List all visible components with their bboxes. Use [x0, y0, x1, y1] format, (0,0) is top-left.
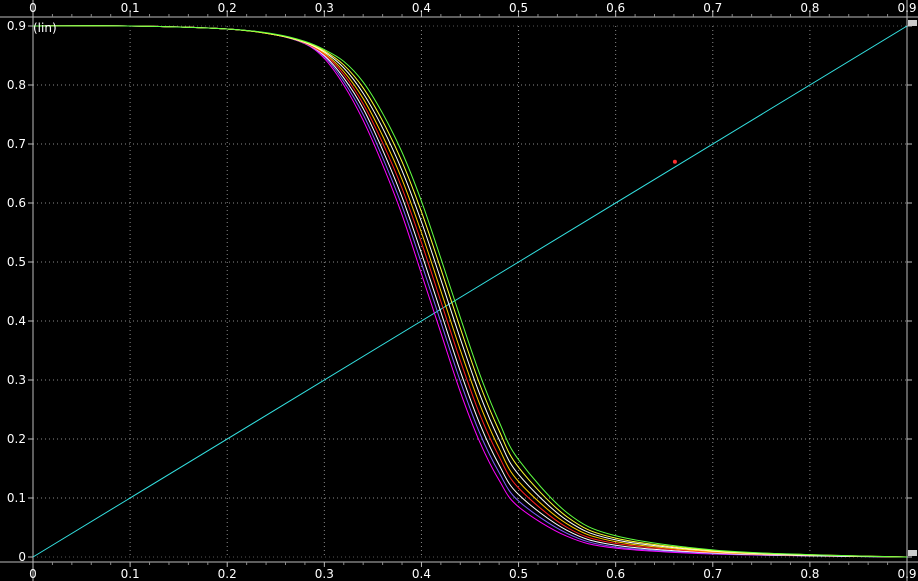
scroll-down-marker[interactable]	[908, 550, 917, 556]
x-tick-label-top: 0.7	[703, 1, 722, 15]
x-tick-label-top: 0.2	[218, 1, 237, 15]
x-tick-label-top: 0.6	[606, 1, 625, 15]
y-tick-label: 0.2	[7, 432, 26, 446]
y-axis-unit-label: (lin)	[33, 21, 57, 35]
x-tick-label-top: 0.5	[509, 1, 528, 15]
y-tick-label: 0.7	[7, 137, 26, 151]
x-tick-label-bottom: 0.4	[412, 567, 431, 581]
y-tick-label: 0.3	[7, 373, 26, 387]
x-tick-label-bottom: 0.8	[800, 567, 819, 581]
x-tick-label-bottom: 0.9	[897, 567, 916, 581]
series-line-8	[32, 25, 908, 558]
grid	[33, 26, 907, 557]
series-line-diagonal	[32, 25, 908, 558]
x-tick-label-bottom: 0	[29, 567, 37, 581]
x-tick-label-top: 0.8	[800, 1, 819, 15]
y-tick-label: 0.4	[7, 314, 26, 328]
series-line-7	[32, 25, 908, 558]
axis-ticks: 000.10.10.20.20.30.30.40.40.50.50.60.60.…	[7, 1, 917, 581]
x-tick-label-bottom: 0.2	[218, 567, 237, 581]
x-tick-label-top: 0	[29, 1, 37, 15]
x-tick-label-bottom: 0.5	[509, 567, 528, 581]
x-tick-label-top: 0.3	[315, 1, 334, 15]
x-tick-label-top: 0.9	[897, 1, 916, 15]
x-tick-label-bottom: 0.3	[315, 567, 334, 581]
y-tick-label: 0.8	[7, 78, 26, 92]
scroll-up-marker[interactable]	[908, 20, 917, 26]
y-tick-label: 0.9	[7, 19, 26, 33]
x-tick-label-bottom: 0.1	[121, 567, 140, 581]
x-tick-label-bottom: 0.6	[606, 567, 625, 581]
series-group	[32, 25, 908, 558]
x-tick-label-bottom: 0.7	[703, 567, 722, 581]
y-tick-label: 0.6	[7, 196, 26, 210]
y-tick-label: 0.5	[7, 255, 26, 269]
y-tick-label: 0.1	[7, 491, 26, 505]
y-tick-label: 0	[18, 550, 26, 564]
x-tick-label-top: 0.1	[121, 1, 140, 15]
x-tick-label-top: 0.4	[412, 1, 431, 15]
data-point-marker	[672, 159, 677, 164]
